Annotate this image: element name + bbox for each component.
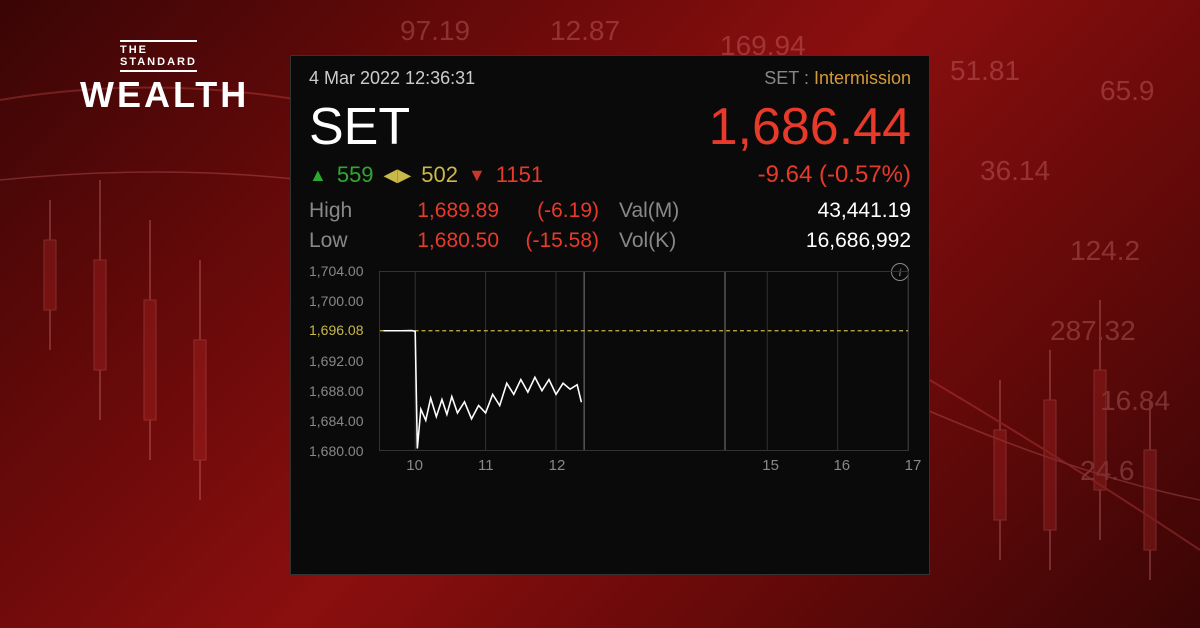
chart-plot-area: [379, 271, 909, 451]
price-change: -9.64 (-0.57%): [758, 161, 911, 189]
status-value: Intermission: [814, 68, 911, 88]
high-label: High: [309, 199, 379, 223]
high-change: (-6.19): [499, 199, 599, 223]
svg-text:16.84: 16.84: [1100, 385, 1170, 416]
advancers-count: 559: [337, 162, 374, 188]
vol-label: Vol(K): [619, 229, 719, 253]
high-row: High 1,689.89 (-6.19) Val(M) 43,441.19: [309, 199, 911, 223]
svg-text:51.81: 51.81: [950, 55, 1020, 86]
index-symbol: SET: [309, 97, 410, 157]
low-value: 1,680.50: [379, 229, 499, 253]
low-row: Low 1,680.50 (-15.58) Vol(K) 16,686,992: [309, 229, 911, 253]
unchanged-count: 502: [421, 162, 458, 188]
val-value: 43,441.19: [719, 199, 911, 223]
intraday-chart: i 1,704.001,700.001,696.081,692.001,688.…: [309, 267, 911, 497]
decliners-count: 1151: [496, 162, 543, 188]
svg-text:65.9: 65.9: [1100, 75, 1155, 106]
low-change: (-15.58): [499, 229, 599, 253]
svg-text:97.19: 97.19: [400, 15, 470, 46]
low-label: Low: [309, 229, 379, 253]
stock-quote-panel: 4 Mar 2022 12:36:31 SET : Intermission S…: [290, 55, 930, 575]
high-value: 1,689.89: [379, 199, 499, 223]
vol-value: 16,686,992: [719, 229, 911, 253]
svg-text:24.6: 24.6: [1080, 455, 1135, 486]
val-label: Val(M): [619, 199, 719, 223]
svg-text:36.14: 36.14: [980, 155, 1050, 186]
svg-text:12.87: 12.87: [550, 15, 620, 46]
breadth-indicators: ▲ 559 ◀▶ 502 ▼ 1151: [309, 162, 543, 188]
logo-top-text: THESTANDARD: [120, 40, 197, 72]
logo-bottom-text: WEALTH: [80, 74, 249, 116]
index-price: 1,686.44: [709, 97, 911, 157]
svg-text:287.32: 287.32: [1050, 315, 1136, 346]
timestamp: 4 Mar 2022 12:36:31: [309, 68, 475, 89]
unchanged-icon: ◀▶: [384, 165, 412, 186]
up-triangle-icon: ▲: [309, 165, 327, 186]
status-label: SET :: [764, 68, 809, 88]
down-triangle-icon: ▼: [468, 165, 486, 186]
brand-logo: THESTANDARD WEALTH: [80, 40, 249, 116]
market-status: SET : Intermission: [764, 68, 911, 89]
svg-text:124.2: 124.2: [1070, 235, 1140, 266]
